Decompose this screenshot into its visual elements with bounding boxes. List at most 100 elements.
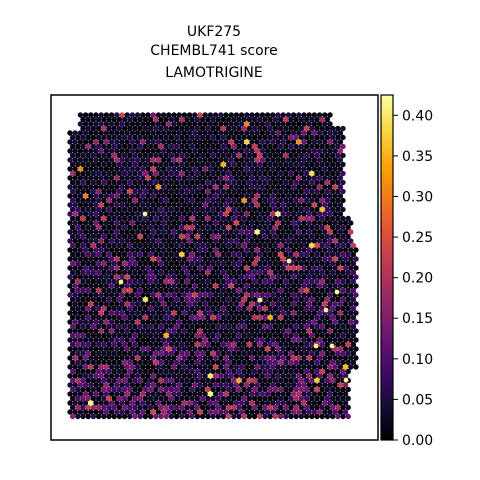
spot	[98, 328, 104, 334]
spot	[241, 152, 247, 159]
spot	[197, 229, 203, 235]
spot	[270, 301, 276, 307]
spot	[121, 197, 128, 204]
spot	[275, 157, 281, 163]
spot	[72, 346, 78, 352]
spot	[155, 112, 162, 118]
spot	[288, 269, 294, 276]
spot	[329, 125, 336, 132]
spot	[244, 130, 250, 136]
spot	[163, 323, 169, 330]
spot	[119, 409, 125, 415]
spot	[340, 152, 346, 159]
spot	[184, 305, 190, 312]
spot	[184, 386, 190, 393]
spot	[306, 319, 312, 325]
spot	[127, 206, 133, 213]
spot	[199, 251, 206, 258]
spot	[103, 193, 110, 199]
spot	[176, 409, 182, 415]
spot	[160, 166, 167, 172]
spot	[88, 319, 94, 325]
spot	[233, 256, 240, 262]
spot	[329, 323, 336, 330]
spot	[332, 283, 338, 289]
spot	[202, 202, 208, 208]
spot	[215, 413, 221, 420]
spot	[160, 265, 167, 271]
spot	[199, 215, 206, 222]
spot	[85, 197, 91, 204]
spot	[127, 161, 133, 168]
spot	[142, 134, 149, 141]
spot	[283, 242, 289, 249]
spot	[262, 215, 268, 222]
spot	[111, 332, 117, 339]
spot	[225, 215, 232, 222]
spot	[69, 404, 76, 411]
spot	[303, 341, 310, 348]
spot	[301, 400, 307, 406]
spot	[199, 350, 206, 357]
spot	[67, 373, 73, 379]
spot	[194, 350, 201, 357]
spot	[337, 391, 344, 397]
spot	[171, 112, 177, 118]
spot	[220, 395, 227, 402]
spot	[262, 224, 268, 231]
spot	[228, 319, 234, 325]
spot	[257, 386, 263, 393]
spot	[301, 274, 307, 280]
spot	[147, 161, 154, 168]
spot	[296, 346, 302, 352]
spot	[220, 413, 227, 420]
spot	[140, 355, 146, 361]
spot	[288, 170, 294, 177]
spot	[207, 301, 214, 307]
spot	[342, 391, 349, 397]
spot	[194, 386, 201, 393]
spot	[277, 224, 284, 231]
spot	[82, 337, 89, 343]
spot	[233, 373, 240, 379]
spot	[140, 265, 146, 271]
spot	[95, 287, 102, 294]
spot	[137, 305, 143, 312]
spot	[67, 274, 73, 280]
spot	[345, 260, 351, 267]
spot	[228, 364, 234, 370]
spot	[142, 386, 149, 393]
spot	[319, 242, 325, 249]
spot	[111, 287, 117, 294]
spot	[228, 409, 234, 415]
spot	[285, 175, 292, 181]
spot	[257, 323, 263, 330]
spot	[231, 233, 237, 240]
spot	[140, 274, 146, 280]
spot	[119, 337, 125, 343]
spot	[228, 283, 234, 289]
spot	[134, 247, 141, 253]
spot	[192, 373, 198, 379]
spot	[171, 238, 177, 244]
spot	[270, 211, 276, 217]
spot	[238, 121, 245, 127]
spot	[142, 404, 149, 411]
spot	[257, 269, 263, 276]
spot	[345, 251, 351, 258]
spot	[168, 323, 175, 330]
spot	[275, 301, 281, 307]
spot	[264, 229, 271, 235]
spot	[210, 170, 216, 177]
spot	[332, 220, 338, 226]
spot	[311, 391, 318, 397]
spot	[186, 382, 193, 388]
spot	[77, 400, 84, 406]
spot	[197, 211, 203, 217]
spot	[186, 364, 193, 370]
spot	[231, 296, 237, 303]
spot	[173, 287, 180, 294]
spot	[327, 391, 333, 397]
spot	[277, 179, 284, 186]
spot	[82, 382, 89, 388]
